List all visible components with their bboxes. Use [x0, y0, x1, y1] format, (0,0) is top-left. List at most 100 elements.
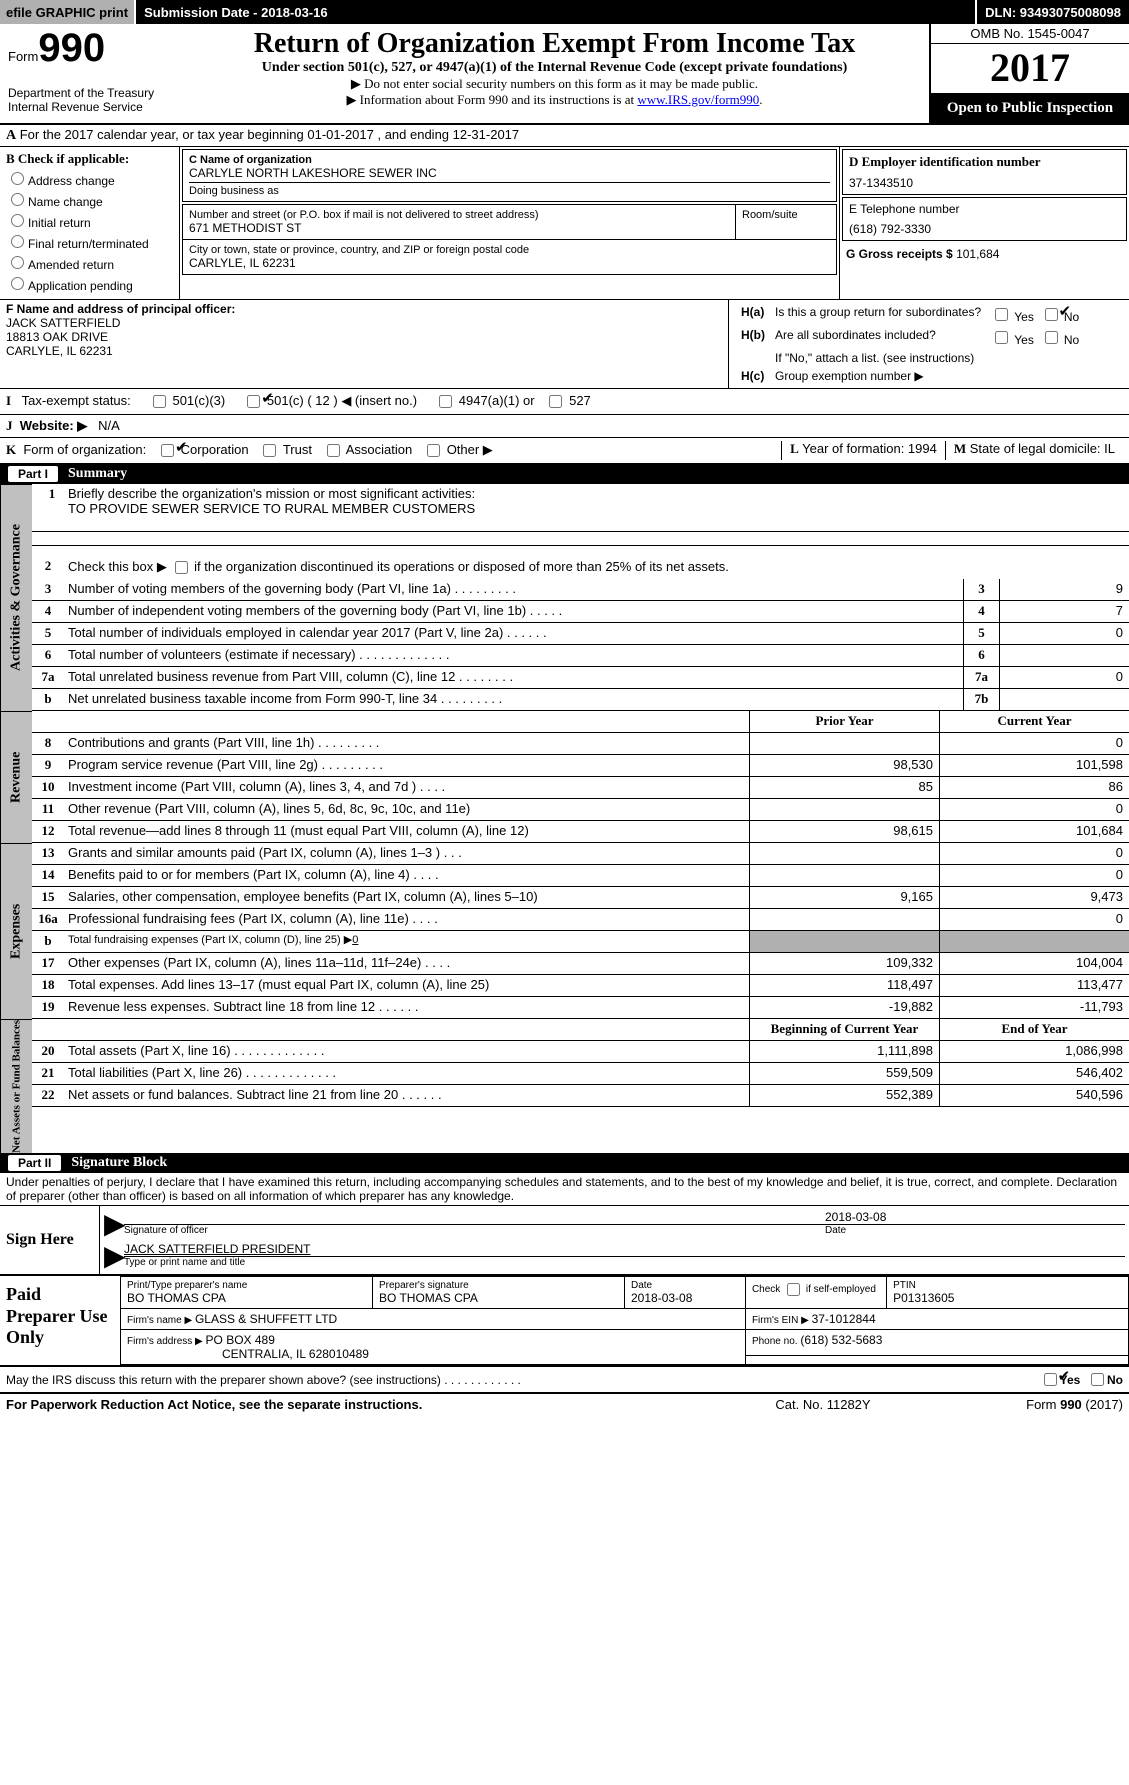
preparer-label: Paid Preparer Use Only — [0, 1276, 120, 1365]
officer-addr2: CARLYLE, IL 62231 — [6, 344, 722, 358]
cb-association[interactable] — [327, 444, 340, 457]
section-fh: F Name and address of principal officer:… — [0, 299, 1129, 389]
revenue-section: Revenue Prior YearCurrent Year 8Contribu… — [0, 711, 1129, 843]
officer-sig-name: JACK SATTERFIELD PRESIDENT — [124, 1242, 310, 1256]
line5-value: 0 — [999, 623, 1129, 644]
header-sub2b: ▶ Information about Form 990 and its ins… — [188, 92, 921, 108]
part2-header: Part II Signature Block — [0, 1153, 1129, 1173]
perjury-statement: Under penalties of perjury, I declare th… — [0, 1173, 1129, 1206]
col-d: D Employer identification number 37-1343… — [839, 147, 1129, 299]
cb-527[interactable] — [549, 395, 562, 408]
form-word: Form — [8, 49, 38, 64]
row-j: J Website: ▶ N/A — [0, 415, 1129, 438]
cb-discontinued[interactable] — [175, 561, 188, 574]
group-return: H(a)Is this a group return for subordina… — [729, 300, 1129, 388]
header-sub1: Under section 501(c), 527, or 4947(a)(1)… — [188, 60, 921, 76]
expenses-section: Expenses 13Grants and similar amounts pa… — [0, 843, 1129, 1019]
preparer-sig: BO THOMAS CPA — [379, 1291, 618, 1305]
cb-discuss-yes[interactable] — [1044, 1373, 1057, 1386]
street-address: 671 METHODIST ST — [189, 221, 729, 235]
part1-header: Part I Summary — [0, 464, 1129, 484]
principal-officer: F Name and address of principal officer:… — [0, 300, 729, 388]
preparer-name: BO THOMAS CPA — [127, 1291, 366, 1305]
mission-label: Briefly describe the organization's miss… — [68, 486, 1125, 501]
cb-address-change[interactable]: Address change — [6, 169, 173, 188]
dept1: Department of the Treasury — [8, 86, 172, 100]
row-a: A For the 2017 calendar year, or tax yea… — [0, 125, 1129, 147]
signature-block: Under penalties of perjury, I declare th… — [0, 1173, 1129, 1276]
hb-no[interactable] — [1045, 331, 1058, 344]
gross-receipts: G Gross receipts $ 101,684 — [840, 243, 1129, 265]
dba-label: Doing business as — [189, 185, 830, 197]
col-b: B Check if applicable: Address change Na… — [0, 147, 180, 299]
cb-discuss-no[interactable] — [1091, 1373, 1104, 1386]
cb-trust[interactable] — [263, 444, 276, 457]
dept2: Internal Revenue Service — [8, 100, 172, 114]
preparer-date: 2018-03-08 — [631, 1291, 739, 1305]
col-c: C Name of organization CARLYLE NORTH LAK… — [180, 147, 839, 299]
tax-year: 2017 — [931, 44, 1129, 94]
governance-label: Activities & Governance — [0, 484, 32, 711]
paperwork-notice: For Paperwork Reduction Act Notice, see … — [6, 1397, 723, 1412]
ein-value: 37-1343510 — [849, 176, 1120, 190]
omb-number: OMB No. 1545-0047 — [931, 24, 1129, 44]
ha-yes[interactable] — [995, 308, 1008, 321]
col-b-header: B Check if applicable: — [6, 151, 173, 167]
cb-501c[interactable] — [247, 395, 260, 408]
cb-other[interactable] — [427, 444, 440, 457]
hb-yes[interactable] — [995, 331, 1008, 344]
firm-ein: 37-1012844 — [812, 1312, 876, 1326]
officer-addr1: 18813 OAK DRIVE — [6, 330, 722, 344]
header: Form990 Department of the Treasury Inter… — [0, 24, 1129, 125]
dln: DLN: 93493075008098 — [975, 0, 1129, 24]
governance-section: Activities & Governance 1 Briefly descri… — [0, 484, 1129, 711]
expenses-label: Expenses — [0, 843, 32, 1019]
cat-no: Cat. No. 11282Y — [723, 1397, 923, 1412]
firm-address: PO BOX 489 — [206, 1333, 275, 1347]
cb-application-pending[interactable]: Application pending — [6, 274, 173, 293]
cb-final-return[interactable]: Final return/terminated — [6, 232, 173, 251]
cb-501c3[interactable] — [153, 395, 166, 408]
header-sub2a: ▶ Do not enter social security numbers o… — [188, 76, 921, 92]
address-box: Number and street (or P.O. box if mail i… — [182, 204, 837, 275]
efile-label: efile GRAPHIC print — [0, 0, 134, 24]
open-inspection: Open to Public Inspection — [931, 94, 1129, 123]
cb-self-employed[interactable] — [787, 1283, 800, 1296]
section-bcd: B Check if applicable: Address change Na… — [0, 147, 1129, 299]
net-assets-label: Net Assets or Fund Balances — [0, 1019, 32, 1153]
firm-phone: (618) 532-5683 — [800, 1333, 882, 1347]
header-right: OMB No. 1545-0047 2017 Open to Public In… — [929, 24, 1129, 123]
room-suite-label: Room/suite — [742, 209, 830, 221]
line3-value: 9 — [999, 579, 1129, 600]
irs-link[interactable]: www.IRS.gov/form990 — [637, 92, 759, 107]
city-state-zip: CARLYLE, IL 62231 — [189, 256, 830, 270]
website-value: N/A — [98, 418, 120, 433]
firm-city: CENTRALIA, IL 628010489 — [222, 1347, 369, 1361]
cb-4947[interactable] — [439, 395, 452, 408]
ein-box: D Employer identification number 37-1343… — [842, 149, 1127, 195]
mission-text: TO PROVIDE SEWER SERVICE TO RURAL MEMBER… — [68, 501, 1125, 516]
officer-name: JACK SATTERFIELD — [6, 316, 722, 330]
row-k: K Form of organization: Corporation Trus… — [0, 438, 1129, 464]
top-bar: efile GRAPHIC print Submission Date - 20… — [0, 0, 1129, 24]
cb-initial-return[interactable]: Initial return — [6, 211, 173, 230]
submission-date: Submission Date - 2018-03-16 — [134, 0, 336, 24]
org-name: CARLYLE NORTH LAKESHORE SEWER INC — [189, 166, 830, 180]
footer: For Paperwork Reduction Act Notice, see … — [0, 1392, 1129, 1415]
ha-no[interactable] — [1045, 308, 1058, 321]
discuss-row: May the IRS discuss this return with the… — [0, 1367, 1129, 1392]
cb-name-change[interactable]: Name change — [6, 190, 173, 209]
cb-amended[interactable]: Amended return — [6, 253, 173, 272]
signature-fields: ▶ 2018-03-08 Signature of officerDate ▶ … — [100, 1206, 1129, 1274]
ptin-value: P01313605 — [893, 1291, 1122, 1305]
firm-name: GLASS & SHUFFETT LTD — [195, 1312, 337, 1326]
year-formation: 1994 — [908, 441, 937, 456]
form-title: Return of Organization Exempt From Incom… — [188, 28, 921, 60]
line7b-value — [999, 689, 1129, 710]
line6-value — [999, 645, 1129, 666]
cb-corporation[interactable] — [161, 444, 174, 457]
preparer-table: Print/Type preparer's nameBO THOMAS CPA … — [120, 1276, 1129, 1365]
preparer-block: Paid Preparer Use Only Print/Type prepar… — [0, 1276, 1129, 1367]
telephone-box: E Telephone number (618) 792-3330 — [842, 197, 1127, 241]
line4-value: 7 — [999, 601, 1129, 622]
